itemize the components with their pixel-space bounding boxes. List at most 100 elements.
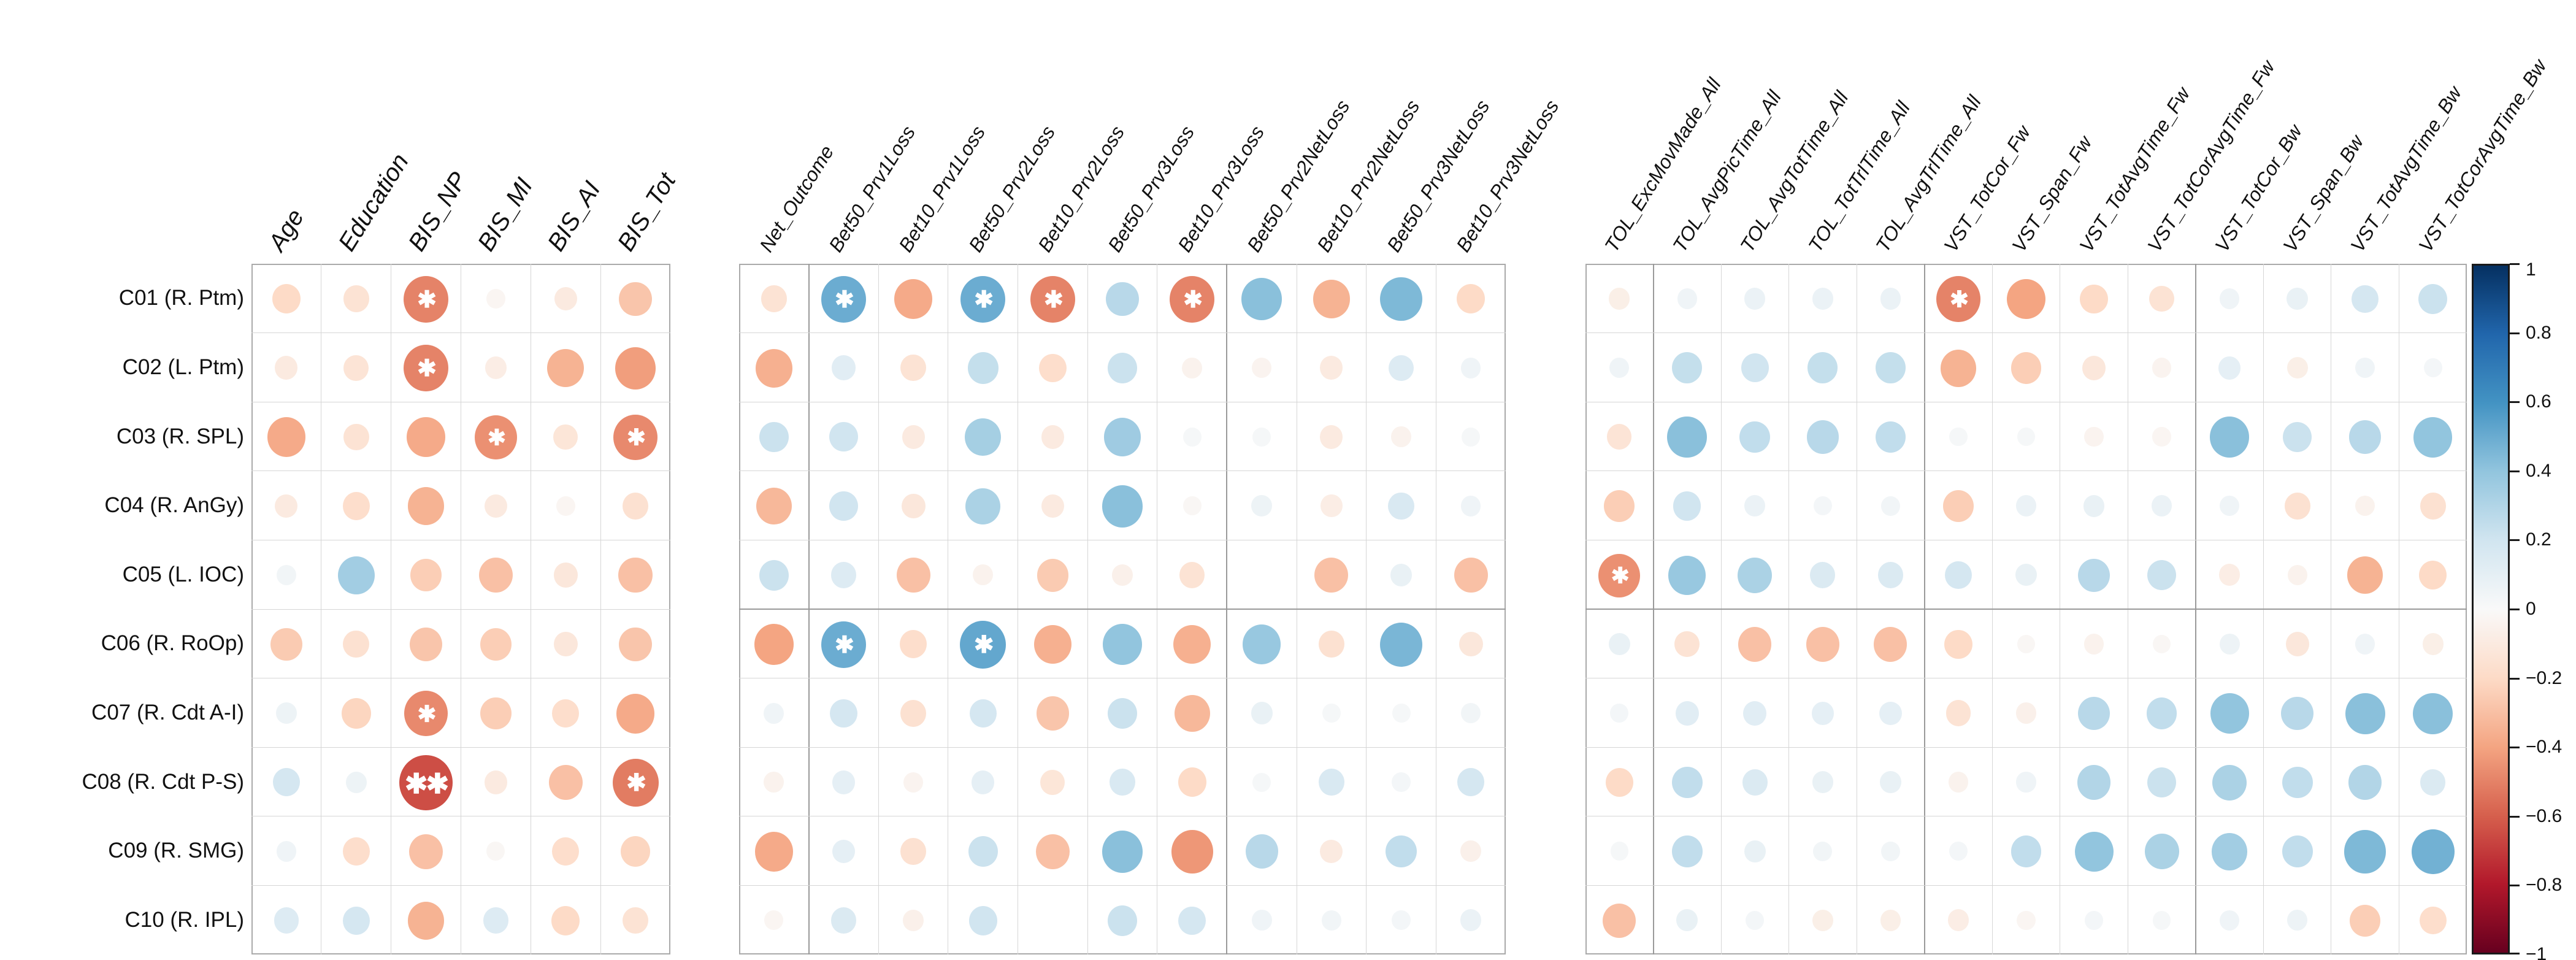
colorbar [2472, 264, 2510, 954]
corr-bubble [486, 288, 505, 309]
corr-bubble [1112, 564, 1133, 586]
corr-bubble [2011, 835, 2042, 867]
corr-bubble [2219, 633, 2240, 655]
corr-bubble [547, 349, 585, 388]
corr-bubble [2015, 495, 2037, 517]
corr-bubble [1460, 909, 1482, 932]
corr-bubble [277, 564, 296, 585]
corr-bubble [2352, 285, 2379, 313]
corr-bubble [275, 356, 298, 380]
corr-bubble [621, 836, 651, 867]
corr-bubble [2344, 830, 2386, 874]
corr-bubble [1462, 427, 1481, 447]
corr-bubble [1102, 485, 1143, 528]
colorbar-tick-label: 0.4 [2526, 460, 2551, 481]
corr-bubble [1171, 830, 1213, 874]
corr-bubble [829, 491, 858, 521]
corr-bubble [1949, 841, 1968, 861]
corr-bubble [1388, 492, 1414, 520]
corr-bubble [2074, 831, 2114, 872]
corr-bubble [2144, 834, 2179, 870]
corr-bubble [343, 355, 369, 381]
grid-line-horizontal [739, 332, 1506, 334]
grid-line-horizontal [251, 470, 670, 472]
significance-star: ✱ [1183, 286, 1203, 313]
grid-line-horizontal [251, 747, 670, 748]
corr-bubble [1746, 910, 1765, 931]
column-label: Age [263, 204, 310, 256]
corr-bubble [1874, 627, 1907, 662]
corr-bubble [2147, 560, 2177, 591]
corr-bubble [900, 837, 927, 866]
grid-line-horizontal [251, 609, 670, 610]
corr-bubble [1035, 834, 1070, 869]
row-label: C02 (L. Ptm) [122, 355, 244, 379]
corr-bubble [754, 831, 793, 872]
corr-bubble [2147, 767, 2177, 797]
corr-bubble [829, 422, 858, 452]
corr-bubble [1877, 562, 1903, 588]
corr-bubble [2017, 427, 2036, 447]
corr-bubble [1251, 910, 1272, 931]
significance-star: ✱ [1043, 286, 1064, 313]
corr-bubble [1940, 349, 1977, 387]
corr-bubble: ✱ [612, 759, 659, 807]
corr-bubble [1672, 352, 1703, 384]
corr-bubble [2082, 355, 2106, 380]
column-label: VST_TotCorAvgTime_Bw [2413, 55, 2551, 256]
corr-bubble [902, 424, 925, 449]
corr-bubble [1380, 277, 1422, 321]
corr-bubble [1459, 631, 1483, 657]
corr-bubble [1320, 424, 1343, 449]
corr-bubble [1182, 357, 1202, 378]
significance-star: ✱ [417, 701, 437, 727]
row-label: C05 (L. IOC) [122, 562, 244, 586]
corr-bubble [1812, 771, 1834, 794]
corr-bubble [1676, 909, 1698, 932]
corr-bubble [2218, 564, 2241, 586]
grid-line-horizontal [739, 609, 1506, 610]
corr-bubble [1945, 561, 1972, 589]
significance-star: ✱ [835, 286, 854, 313]
corr-bubble [1880, 496, 1900, 516]
corr-bubble [830, 699, 857, 728]
row-label: C01 (R. Ptm) [118, 286, 244, 310]
corr-bubble [1040, 769, 1065, 796]
corr-bubble [1109, 769, 1136, 796]
corr-bubble [1108, 352, 1137, 383]
corr-bubble [1609, 288, 1630, 310]
corr-bubble: ✱ [1170, 275, 1215, 323]
significance-star: ✱ [1949, 286, 1969, 312]
corr-bubble [556, 496, 575, 516]
corr-bubble [831, 562, 856, 588]
corr-bubble [2146, 697, 2177, 729]
corr-bubble [2423, 358, 2442, 378]
corr-bubble [1313, 280, 1350, 318]
corr-bubble [1667, 417, 1708, 458]
corr-bubble [1677, 288, 1697, 309]
grid-line-horizontal [251, 332, 670, 334]
corr-bubble [480, 697, 512, 730]
corr-bubble [622, 492, 649, 520]
corr-bubble [1318, 631, 1345, 658]
corr-bubble [553, 563, 578, 588]
corr-bubble [1742, 769, 1768, 796]
corr-bubble [1457, 284, 1485, 314]
corr-bubble [486, 842, 505, 861]
corr-bubble [619, 627, 652, 662]
corr-bubble [1806, 420, 1839, 454]
corr-bubble [1041, 424, 1064, 449]
corr-bubble [1604, 490, 1635, 522]
corr-bubble: ✱ [1936, 276, 1980, 323]
corr-bubble [830, 907, 857, 934]
corr-bubble [553, 424, 578, 450]
corr-bubble [343, 285, 369, 312]
corr-bubble [1041, 494, 1064, 518]
significance-star: ✱✱ [404, 767, 449, 799]
corr-bubble [1034, 625, 1071, 664]
corr-bubble [1174, 694, 1210, 732]
column-label: Education [333, 148, 414, 256]
corr-bubble [1738, 557, 1773, 593]
corr-bubble [1948, 772, 1968, 793]
corr-bubble [345, 771, 367, 793]
